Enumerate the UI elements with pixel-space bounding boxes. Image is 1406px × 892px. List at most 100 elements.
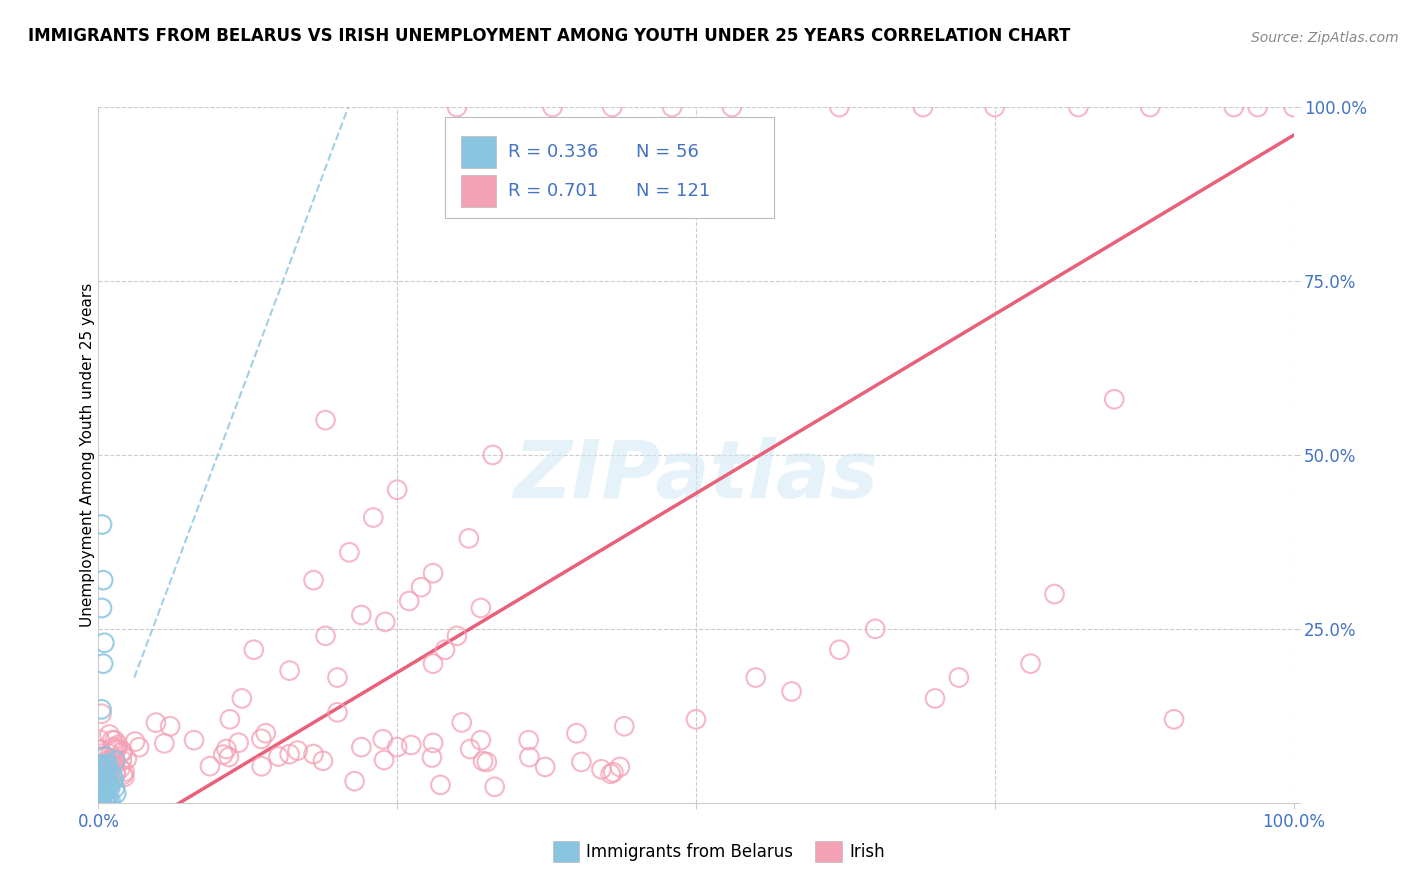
Point xyxy=(385,483,409,497)
Point xyxy=(326,706,349,720)
Point xyxy=(1247,100,1270,114)
Point xyxy=(613,719,636,733)
Point xyxy=(94,765,117,780)
Point xyxy=(599,766,621,780)
Point xyxy=(93,771,115,785)
Point xyxy=(94,791,117,805)
Point xyxy=(105,739,128,754)
Point xyxy=(339,545,361,559)
Point xyxy=(111,745,134,759)
Point xyxy=(94,782,117,797)
Point xyxy=(112,770,135,784)
Point xyxy=(94,783,117,797)
Point xyxy=(534,760,557,774)
Point xyxy=(101,774,124,789)
Point xyxy=(94,757,117,772)
Point xyxy=(865,622,887,636)
Point xyxy=(145,715,167,730)
Point xyxy=(602,765,624,780)
Point xyxy=(721,100,744,114)
Point xyxy=(278,664,301,678)
Text: Immigrants from Belarus: Immigrants from Belarus xyxy=(586,843,793,861)
Point xyxy=(111,753,134,767)
Point xyxy=(89,742,111,756)
Point xyxy=(312,754,335,768)
Point xyxy=(87,768,110,782)
Point xyxy=(231,691,253,706)
Point xyxy=(96,762,118,776)
Text: Irish: Irish xyxy=(849,843,884,861)
Point xyxy=(89,777,111,791)
Point xyxy=(470,733,492,747)
Point xyxy=(91,657,114,671)
Point xyxy=(94,759,117,773)
Point xyxy=(350,607,373,622)
Point xyxy=(565,726,588,740)
Point xyxy=(94,756,117,771)
Point xyxy=(948,671,970,685)
Point xyxy=(89,762,111,776)
Point xyxy=(101,767,124,781)
Point xyxy=(450,715,472,730)
Y-axis label: Unemployment Among Youth under 25 years: Unemployment Among Youth under 25 years xyxy=(80,283,94,627)
Point xyxy=(89,743,111,757)
Point xyxy=(96,793,118,807)
Point xyxy=(89,759,111,773)
Point xyxy=(212,747,235,762)
Point xyxy=(89,788,111,802)
Point xyxy=(1043,587,1066,601)
Point xyxy=(98,727,121,741)
Bar xyxy=(553,841,579,862)
Point xyxy=(1104,392,1126,407)
Point xyxy=(90,796,112,810)
Point xyxy=(422,566,444,581)
Point xyxy=(374,615,396,629)
Point xyxy=(89,792,111,806)
Point xyxy=(93,785,115,799)
Point xyxy=(287,743,309,757)
Point xyxy=(98,769,121,783)
Point xyxy=(91,573,114,587)
Point xyxy=(98,778,121,792)
Text: IMMIGRANTS FROM BELARUS VS IRISH UNEMPLOYMENT AMONG YOUTH UNDER 25 YEARS CORRELA: IMMIGRANTS FROM BELARUS VS IRISH UNEMPLO… xyxy=(28,27,1070,45)
Point xyxy=(107,738,129,752)
Point xyxy=(470,601,492,615)
Point xyxy=(385,740,409,755)
Point xyxy=(91,780,114,794)
Point xyxy=(93,782,115,797)
Point xyxy=(104,767,127,781)
Point xyxy=(111,744,134,758)
Point xyxy=(343,774,366,789)
Point xyxy=(350,740,373,755)
Point xyxy=(828,642,851,657)
Point xyxy=(96,771,118,785)
Point xyxy=(104,733,127,747)
Point xyxy=(153,736,176,750)
Point xyxy=(541,100,564,114)
Point xyxy=(661,100,683,114)
Point xyxy=(91,749,114,764)
Point xyxy=(609,760,631,774)
Point xyxy=(90,773,112,788)
Point xyxy=(90,706,112,721)
Point xyxy=(98,764,121,779)
Point xyxy=(745,671,768,685)
Point xyxy=(278,747,301,761)
Point xyxy=(91,601,114,615)
Bar xyxy=(461,136,496,168)
Point xyxy=(984,100,1007,114)
Point xyxy=(363,510,385,524)
FancyBboxPatch shape xyxy=(446,118,773,219)
Bar xyxy=(815,841,842,862)
Point xyxy=(96,789,118,803)
Point xyxy=(101,752,124,766)
Point xyxy=(315,413,337,427)
Point xyxy=(481,448,505,462)
Point xyxy=(97,756,120,771)
Point xyxy=(302,573,325,587)
Point xyxy=(91,762,114,776)
Point xyxy=(96,777,118,791)
Point xyxy=(93,636,115,650)
Point xyxy=(267,749,290,764)
Point xyxy=(101,740,124,755)
